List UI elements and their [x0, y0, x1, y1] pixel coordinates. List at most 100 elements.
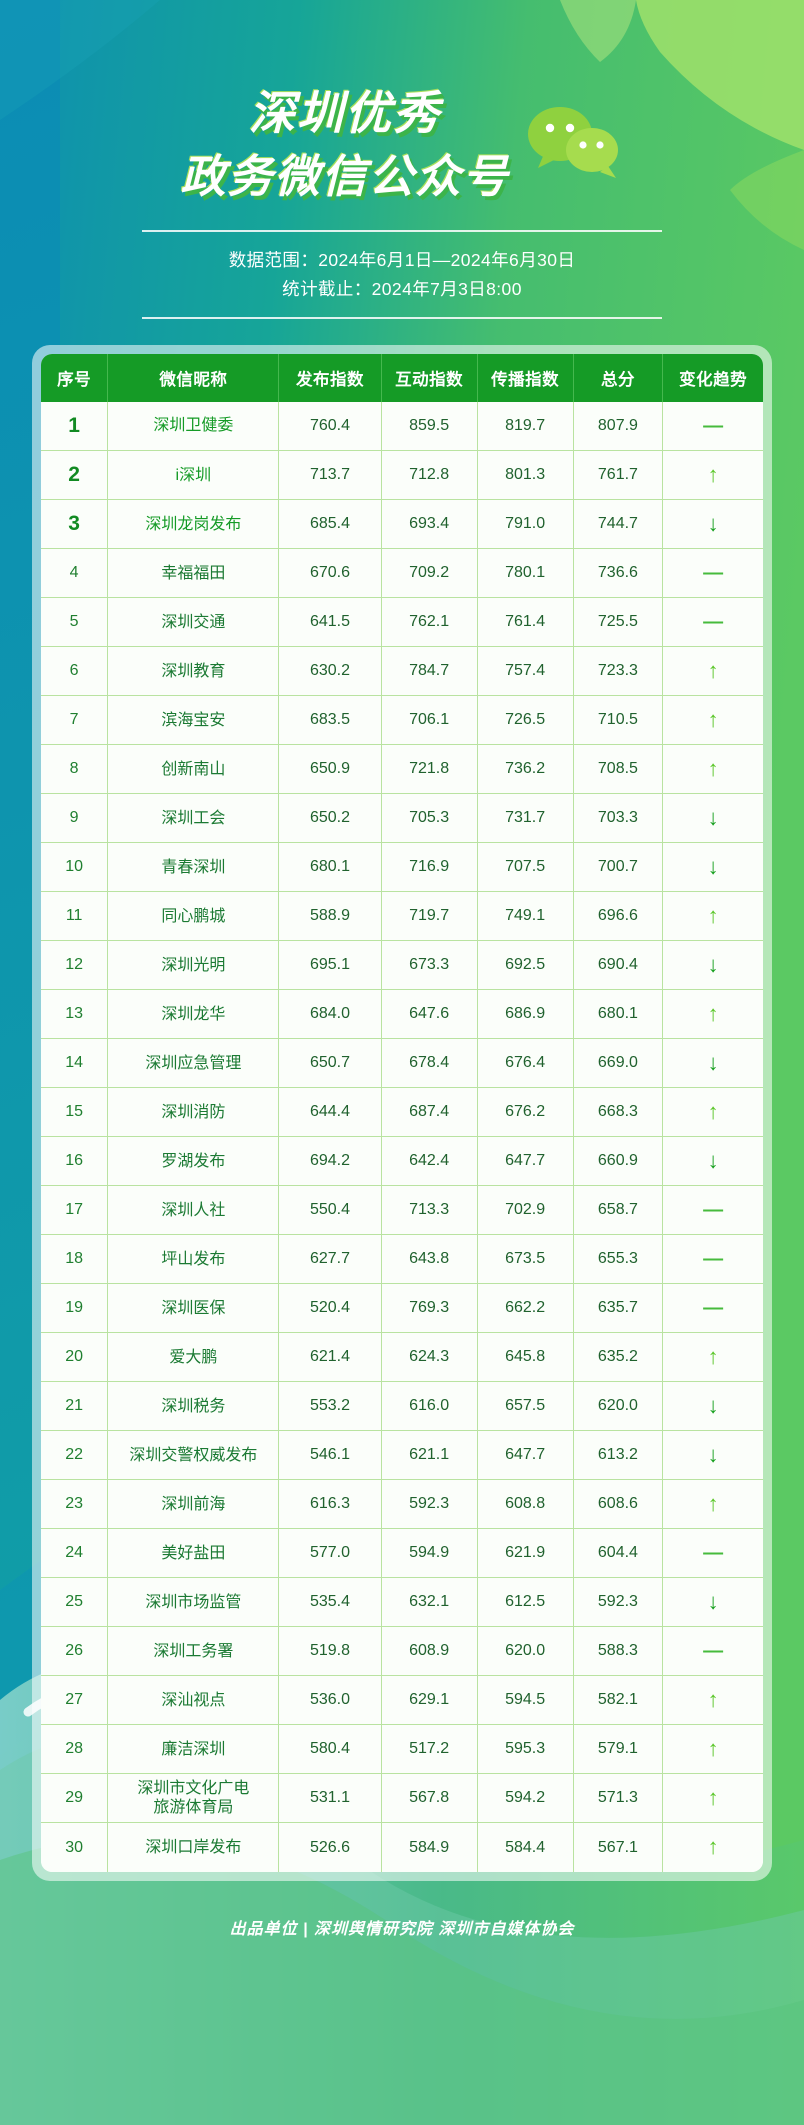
cell-trend: ↑ — [662, 891, 763, 942]
cell-total-score: 608.6 — [573, 1479, 664, 1530]
cell-interact-index: 642.4 — [381, 1136, 478, 1187]
page-title-line-2: 政务微信公众号 — [180, 149, 510, 203]
table-row: 16 罗湖发布 694.2 642.4 647.7 660.9 ↓ — [41, 1136, 763, 1187]
cell-spread-index: 692.5 — [477, 940, 574, 991]
cell-spread-index: 791.0 — [477, 499, 574, 550]
cell-spread-index: 676.2 — [477, 1087, 574, 1138]
cell-spread-index: 647.7 — [477, 1430, 574, 1481]
cell-rank: 26 — [41, 1626, 109, 1677]
trend-down-icon: ↓ — [707, 853, 719, 879]
cell-trend: ↑ — [662, 1479, 763, 1530]
trend-up-icon: ↑ — [707, 1735, 719, 1761]
cell-rank: 27 — [41, 1675, 109, 1726]
cell-total-score: 710.5 — [573, 695, 664, 746]
cell-interact-index: 769.3 — [381, 1283, 478, 1334]
cell-account-name: 深圳口岸发布 — [107, 1822, 280, 1872]
cell-rank: 3 — [41, 499, 109, 550]
trend-up-icon: ↑ — [707, 902, 719, 928]
cell-publish-index: 641.5 — [278, 597, 382, 648]
col-header-spread: 传播指数 — [477, 353, 574, 402]
cell-trend: — — [662, 1626, 763, 1677]
table-header-row: 序号 微信昵称 发布指数 互动指数 传播指数 总分 变化趋势 — [41, 353, 763, 402]
wechat-logo-icon — [524, 102, 620, 185]
cell-spread-index: 819.7 — [477, 401, 574, 452]
cell-total-score: 620.0 — [573, 1381, 664, 1432]
cell-interact-index: 713.3 — [381, 1185, 478, 1236]
cell-rank: 19 — [41, 1283, 109, 1334]
cell-publish-index: 680.1 — [278, 842, 382, 893]
cell-rank: 21 — [41, 1381, 109, 1432]
cell-spread-index: 621.9 — [477, 1528, 574, 1579]
cell-account-name: 深圳市文化广电 旅游体育局 — [107, 1773, 280, 1824]
col-header-trend: 变化趋势 — [662, 353, 763, 402]
cell-total-score: 579.1 — [573, 1724, 664, 1775]
cell-spread-index: 645.8 — [477, 1332, 574, 1383]
cell-publish-index: 644.4 — [278, 1087, 382, 1138]
table-row: 19 深圳医保 520.4 769.3 662.2 635.7 — — [41, 1283, 763, 1334]
cell-rank: 25 — [41, 1577, 109, 1628]
cell-account-name: 深圳龙华 — [107, 989, 280, 1040]
table-row: 2 i深圳 713.7 712.8 801.3 761.7 ↑ — [41, 450, 763, 501]
cell-account-name: 创新南山 — [107, 744, 280, 795]
cell-interact-index: 567.8 — [381, 1773, 478, 1824]
cell-account-name: 爱大鹏 — [107, 1332, 280, 1383]
cell-publish-index: 550.4 — [278, 1185, 382, 1236]
cell-trend: ↓ — [662, 1577, 763, 1628]
cell-spread-index: 676.4 — [477, 1038, 574, 1089]
divider-top — [142, 230, 662, 233]
cell-rank: 1 — [41, 401, 109, 452]
cell-interact-index: 705.3 — [381, 793, 478, 844]
cell-trend: — — [662, 401, 763, 452]
cell-spread-index: 702.9 — [477, 1185, 574, 1236]
trend-up-icon: ↑ — [707, 706, 719, 732]
cell-account-name: 滨海宝安 — [107, 695, 280, 746]
cell-total-score: 655.3 — [573, 1234, 664, 1285]
cell-trend: ↓ — [662, 499, 763, 550]
cell-interact-index: 673.3 — [381, 940, 478, 991]
cell-spread-index: 707.5 — [477, 842, 574, 893]
table-row: 30 深圳口岸发布 526.6 584.9 584.4 567.1 ↑ — [41, 1822, 763, 1872]
table-body: 1 深圳卫健委 760.4 859.5 819.7 807.9 — 2 i深圳 713.7 712.… — [41, 401, 763, 1872]
cell-trend: ↑ — [662, 1087, 763, 1138]
cell-interact-index: 678.4 — [381, 1038, 478, 1089]
cell-publish-index: 520.4 — [278, 1283, 382, 1334]
cell-total-score: 703.3 — [573, 793, 664, 844]
cell-trend: ↑ — [662, 989, 763, 1040]
cell-interact-index: 859.5 — [381, 401, 478, 452]
cell-rank: 5 — [41, 597, 109, 648]
meta-info: 数据范围：2024年6月1日—2024年6月30日 统计截止：2024年7月3日… — [0, 246, 804, 303]
cell-spread-index: 584.4 — [477, 1822, 574, 1872]
cell-rank: 22 — [41, 1430, 109, 1481]
table-row: 18 坪山发布 627.7 643.8 673.5 655.3 — — [41, 1234, 763, 1285]
title-block: 深圳优秀 政务微信公众号 — [180, 84, 509, 206]
trend-up-icon: ↑ — [707, 1686, 719, 1712]
cell-spread-index: 647.7 — [477, 1136, 574, 1187]
cell-trend: — — [662, 597, 763, 648]
trend-down-icon: ↓ — [707, 1441, 719, 1467]
trend-up-icon: ↑ — [707, 1343, 719, 1369]
trend-up-icon: ↑ — [707, 755, 719, 781]
cell-rank: 14 — [41, 1038, 109, 1089]
cell-publish-index: 531.1 — [278, 1773, 382, 1824]
cell-trend: ↓ — [662, 1430, 763, 1481]
table-row: 21 深圳税务 553.2 616.0 657.5 620.0 ↓ — [41, 1381, 763, 1432]
cell-trend: ↓ — [662, 793, 763, 844]
cell-interact-index: 706.1 — [381, 695, 478, 746]
cell-spread-index: 673.5 — [477, 1234, 574, 1285]
cell-total-score: 680.1 — [573, 989, 664, 1040]
col-header-total: 总分 — [573, 353, 664, 402]
cell-rank: 17 — [41, 1185, 109, 1236]
cell-spread-index: 608.8 — [477, 1479, 574, 1530]
cell-spread-index: 761.4 — [477, 597, 574, 648]
cell-publish-index: 694.2 — [278, 1136, 382, 1187]
cell-account-name: 罗湖发布 — [107, 1136, 280, 1187]
cell-account-name: 深圳龙岗发布 — [107, 499, 280, 550]
cell-publish-index: 685.4 — [278, 499, 382, 550]
cell-spread-index: 801.3 — [477, 450, 574, 501]
stat-cutoff-text: 统计截止：2024年7月3日8:00 — [282, 278, 522, 299]
cell-trend: ↑ — [662, 744, 763, 795]
table-row: 24 美好盐田 577.0 594.9 621.9 604.4 — — [41, 1528, 763, 1579]
table-row: 26 深圳工务署 519.8 608.9 620.0 588.3 — — [41, 1626, 763, 1677]
cell-interact-index: 592.3 — [381, 1479, 478, 1530]
cell-spread-index: 749.1 — [477, 891, 574, 942]
